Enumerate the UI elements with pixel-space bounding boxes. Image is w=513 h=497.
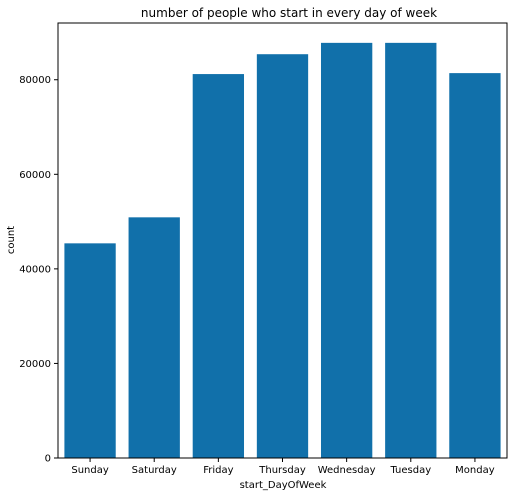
x-tick-label: Thursday [258, 465, 306, 476]
y-tick-label: 40000 [19, 264, 51, 275]
y-axis-label: count [6, 226, 17, 254]
bar-sunday [64, 243, 116, 458]
x-axis-label: start_DayOfWeek [240, 480, 327, 491]
chart-title: number of people who start in every day … [141, 6, 437, 20]
x-tick-label: Tuesday [389, 465, 431, 476]
y-axis-ticks: 0 20000 40000 60000 80000 [19, 75, 58, 465]
bar-saturday [128, 217, 180, 458]
x-tick-label: Monday [455, 465, 495, 476]
x-tick-label: Friday [203, 465, 233, 476]
x-tick-label: Sunday [71, 465, 108, 476]
y-tick-label: 80000 [19, 75, 51, 86]
bar-wednesday [320, 42, 373, 459]
plot-frame [57, 22, 508, 459]
bar-tuesday [385, 42, 437, 459]
x-tick-label: Wednesday [318, 465, 376, 476]
y-tick-label: 0 [45, 454, 51, 465]
bar-monday [449, 73, 501, 459]
y-tick-label: 20000 [19, 359, 51, 370]
x-axis-ticks: Sunday Saturday Friday Thursday Wednesday Tue… [71, 458, 495, 476]
bars-group [64, 42, 501, 459]
bar-friday [192, 74, 245, 458]
y-tick-label: 60000 [19, 170, 51, 181]
x-tick-label: Saturday [132, 465, 177, 476]
bar-thursday [256, 54, 309, 459]
